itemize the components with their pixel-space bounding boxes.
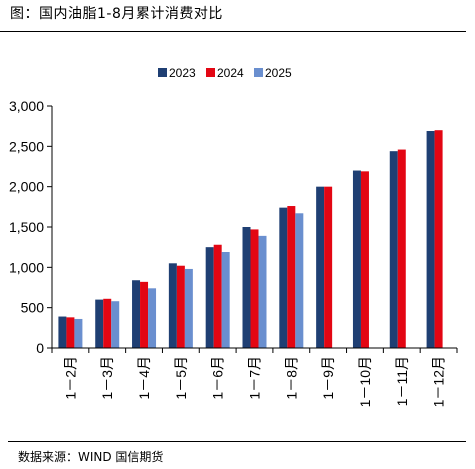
bar-2025 bbox=[148, 288, 157, 348]
bar-2025 bbox=[221, 252, 230, 348]
title-divider bbox=[0, 31, 466, 32]
bar-2023 bbox=[95, 299, 104, 348]
bars bbox=[58, 130, 443, 348]
chart-title: 图：国内油脂1-8月累计消费对比 bbox=[10, 6, 223, 22]
data-source: 数据来源：WIND 国信期货 bbox=[18, 450, 164, 464]
bar-2024 bbox=[287, 206, 296, 348]
bar-2023 bbox=[389, 151, 398, 348]
x-tick-label: 1－7月 bbox=[247, 356, 263, 400]
x-tick-label: 1－6月 bbox=[210, 356, 226, 400]
bar-2023 bbox=[279, 207, 288, 348]
bar-2025 bbox=[74, 318, 83, 348]
bar-2024 bbox=[250, 229, 259, 348]
bar-2024 bbox=[103, 298, 112, 348]
x-tick-label: 1－11月 bbox=[394, 356, 410, 406]
y-axis: 0 500 1,000 1,500 2,000 2,500 3,000 bbox=[9, 98, 53, 356]
legend-label-2024: 2024 bbox=[217, 66, 244, 80]
bar-2023 bbox=[58, 316, 67, 348]
bar-2023 bbox=[205, 247, 214, 348]
y-tick-label: 2,000 bbox=[9, 179, 44, 195]
bar-2024 bbox=[66, 317, 75, 348]
bar-2023 bbox=[242, 227, 251, 348]
bar-2023 bbox=[426, 131, 435, 348]
bar-2023 bbox=[168, 263, 177, 348]
bar-2025 bbox=[184, 268, 193, 348]
x-tick-label: 1－3月 bbox=[99, 356, 115, 400]
bar-2023 bbox=[132, 280, 141, 348]
bar-2024 bbox=[324, 186, 333, 348]
legend-label-2025: 2025 bbox=[265, 66, 292, 80]
bar-2024 bbox=[140, 281, 149, 348]
bar-2025 bbox=[295, 213, 304, 348]
bar-2024 bbox=[213, 244, 222, 348]
x-tick-label: 1－8月 bbox=[283, 356, 299, 400]
legend-swatch-2024 bbox=[206, 68, 215, 77]
bar-2023 bbox=[352, 170, 361, 348]
x-tick-label: 1－2月 bbox=[62, 356, 78, 400]
y-tick-label: 2,500 bbox=[9, 138, 44, 154]
x-tick-label: 1－4月 bbox=[136, 356, 152, 400]
y-tick-label: 500 bbox=[21, 300, 45, 316]
legend-label-2023: 2023 bbox=[169, 66, 196, 80]
footer-divider bbox=[8, 441, 466, 442]
bar-2024 bbox=[176, 265, 185, 348]
y-tick-label: 3,000 bbox=[9, 98, 44, 114]
legend: 2023 2024 2025 bbox=[158, 66, 292, 80]
bar-2023 bbox=[316, 186, 325, 348]
y-tick-label: 0 bbox=[36, 340, 44, 356]
legend-swatch-2025 bbox=[254, 68, 263, 77]
x-tick-label: 1－9月 bbox=[320, 356, 336, 400]
bar-2024 bbox=[434, 130, 443, 348]
x-tick-label: 1－5月 bbox=[173, 356, 189, 400]
bar-2025 bbox=[111, 301, 120, 348]
bar-2024 bbox=[397, 149, 406, 348]
legend-swatch-2023 bbox=[158, 68, 167, 77]
bar-2025 bbox=[258, 235, 267, 348]
x-tick-label: 1－10月 bbox=[357, 356, 373, 407]
y-tick-label: 1,000 bbox=[9, 259, 44, 275]
x-axis: 1－2月 1－3月 1－4月 1－5月 1－6月 1－7月 1－8月 1－9月 1－10月 1－1… bbox=[51, 347, 458, 407]
bar-2024 bbox=[360, 171, 369, 348]
y-tick-label: 1,500 bbox=[9, 219, 44, 235]
x-tick-label: 1－12月 bbox=[431, 356, 447, 407]
